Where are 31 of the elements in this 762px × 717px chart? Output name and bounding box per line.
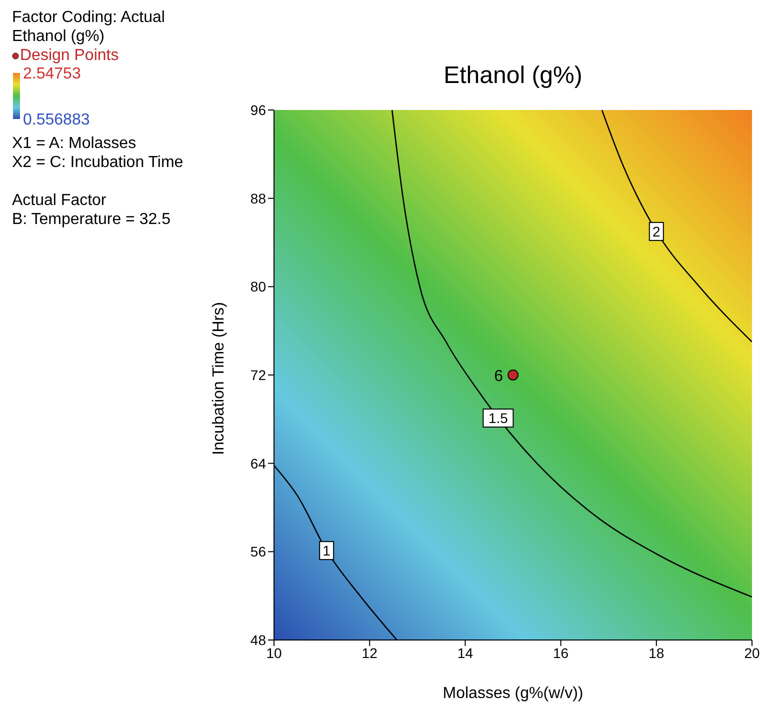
annotation: 6 — [494, 368, 504, 385]
y-tick-label: 64 — [250, 455, 266, 472]
y-tick-label: 72 — [250, 366, 266, 383]
y-tick-label: 48 — [250, 632, 266, 648]
y-tick-label: 88 — [250, 190, 266, 206]
x-tick-label: 16 — [553, 644, 569, 661]
legend-label: Design Points — [20, 46, 119, 65]
chart-title: Ethanol (g%) — [442, 62, 584, 90]
x-tick-label: 14 — [457, 644, 474, 661]
text: Actual Factor — [12, 191, 108, 210]
x-tick-label: 20 — [744, 644, 760, 661]
text: Ethanol (g%) — [12, 27, 106, 46]
text: B: Temperature = 32.5 — [12, 210, 172, 229]
point — [508, 370, 518, 380]
series-label: 1 — [322, 542, 331, 559]
y-axis-title: Incubation Time (Hrs) — [210, 302, 228, 455]
x-tick-label: 18 — [648, 644, 664, 661]
x-tick-label: 10 — [266, 644, 282, 661]
text: X2 = C: Incubation Time — [12, 153, 184, 172]
series-label: 2 — [652, 223, 660, 240]
y-tick-label: 56 — [250, 544, 266, 560]
x-tick-label: 12 — [362, 644, 378, 661]
text: X1 = A: Molasses — [12, 134, 138, 153]
x-axis-title: Molasses (g%(w/v)) — [442, 685, 584, 702]
line-series — [601, 110, 752, 343]
line-series — [391, 110, 752, 598]
y-tick-label: 80 — [250, 278, 266, 295]
color-bar-label: 2.54753 — [23, 66, 81, 83]
text: Factor Coding: Actual — [12, 8, 166, 27]
color-bar-label: 0.556883 — [23, 112, 90, 129]
y-tick-label: 96 — [250, 102, 266, 118]
